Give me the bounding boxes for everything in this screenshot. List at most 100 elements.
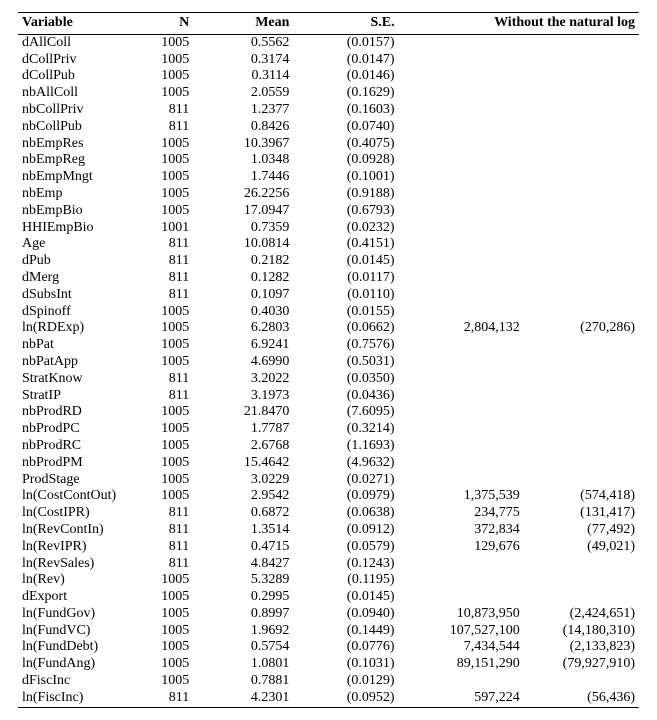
cell-n: 1005 (133, 421, 193, 438)
cell-variable: nbEmpBio (18, 203, 133, 220)
table-row: dAllColl10050.5562(0.0157) (18, 34, 639, 51)
table-row: nbEmp100526.2256(0.9188) (18, 186, 639, 203)
cell-variable: dSpinoff (18, 304, 133, 321)
cell-n: 1005 (133, 203, 193, 220)
cell-n: 1005 (133, 337, 193, 354)
cell-mean: 1.0348 (193, 152, 293, 169)
cell-se: (0.3214) (293, 421, 398, 438)
cell-without-se (524, 556, 639, 573)
cell-variable: dMerg (18, 270, 133, 287)
cell-without-se (524, 304, 639, 321)
cell-se: (0.5031) (293, 354, 398, 371)
cell-without-value (399, 169, 524, 186)
cell-n: 811 (133, 102, 193, 119)
cell-se: (0.6793) (293, 203, 398, 220)
cell-variable: nbAllColl (18, 85, 133, 102)
cell-n: 1005 (133, 404, 193, 421)
cell-without-value: 7,434,544 (399, 639, 524, 656)
cell-n: 1005 (133, 438, 193, 455)
cell-variable: nbCollPriv (18, 102, 133, 119)
cell-n: 811 (133, 253, 193, 270)
table-row: ln(FundAng)10051.0801(0.1031)89,151,290(… (18, 656, 639, 673)
cell-n: 1005 (133, 589, 193, 606)
cell-mean: 6.9241 (193, 337, 293, 354)
cell-mean: 0.7881 (193, 673, 293, 690)
cell-without-value (399, 388, 524, 405)
cell-without-value (399, 304, 524, 321)
cell-n: 1005 (133, 606, 193, 623)
cell-without-se (524, 119, 639, 136)
cell-variable: ln(RDExp) (18, 320, 133, 337)
cell-without-se (524, 472, 639, 489)
cell-mean: 3.0229 (193, 472, 293, 489)
table-row: ln(RDExp)10056.2803(0.0662)2,804,132(270… (18, 320, 639, 337)
cell-n: 1005 (133, 472, 193, 489)
cell-without-value: 107,527,100 (399, 623, 524, 640)
cell-se: (0.0912) (293, 522, 398, 539)
cell-mean: 0.8426 (193, 119, 293, 136)
cell-without-se (524, 34, 639, 51)
cell-mean: 0.2995 (193, 589, 293, 606)
cell-se: (0.0952) (293, 690, 398, 707)
cell-se: (0.0110) (293, 287, 398, 304)
cell-mean: 2.6768 (193, 438, 293, 455)
cell-variable: dCollPriv (18, 52, 133, 69)
cell-n: 811 (133, 287, 193, 304)
cell-without-value: 129,676 (399, 539, 524, 556)
cell-mean: 17.0947 (193, 203, 293, 220)
cell-without-se: (270,286) (524, 320, 639, 337)
cell-mean: 0.7359 (193, 220, 293, 237)
cell-n: 1005 (133, 639, 193, 656)
cell-without-value (399, 34, 524, 51)
cell-mean: 1.3514 (193, 522, 293, 539)
cell-variable: ln(FundDebt) (18, 639, 133, 656)
table-row: nbCollPriv8111.2377(0.1603) (18, 102, 639, 119)
cell-variable: ln(RevIPR) (18, 539, 133, 556)
cell-mean: 1.2377 (193, 102, 293, 119)
cell-variable: dAllColl (18, 34, 133, 51)
cell-n: 1005 (133, 186, 193, 203)
cell-without-value (399, 404, 524, 421)
cell-n: 811 (133, 522, 193, 539)
table-row: nbEmpBio100517.0947(0.6793) (18, 203, 639, 220)
cell-without-value (399, 455, 524, 472)
cell-without-se: (56,436) (524, 690, 639, 707)
cell-without-value (399, 136, 524, 153)
cell-variable: ProdStage (18, 472, 133, 489)
cell-without-value (399, 556, 524, 573)
table-row: nbProdPC10051.7787(0.3214) (18, 421, 639, 438)
cell-se: (4.9632) (293, 455, 398, 472)
cell-mean: 5.3289 (193, 572, 293, 589)
cell-mean: 0.5754 (193, 639, 293, 656)
cell-se: (0.0271) (293, 472, 398, 489)
cell-variable: dExport (18, 589, 133, 606)
cell-without-value (399, 337, 524, 354)
cell-se: (1.1693) (293, 438, 398, 455)
cell-se: (0.1449) (293, 623, 398, 640)
cell-without-value: 597,224 (399, 690, 524, 707)
table-row: StratKnow8113.2022(0.0350) (18, 371, 639, 388)
cell-without-se (524, 102, 639, 119)
cell-variable: StratIP (18, 388, 133, 405)
cell-without-se (524, 371, 639, 388)
cell-n: 1005 (133, 656, 193, 673)
cell-variable: dSubsInt (18, 287, 133, 304)
cell-se: (0.0979) (293, 488, 398, 505)
cell-variable: nbPatApp (18, 354, 133, 371)
cell-n: 1005 (133, 623, 193, 640)
cell-n: 811 (133, 119, 193, 136)
cell-n: 1005 (133, 85, 193, 102)
table-row: ln(CostIPR)8110.6872(0.0638)234,775(131,… (18, 505, 639, 522)
cell-without-se (524, 236, 639, 253)
cell-mean: 0.4715 (193, 539, 293, 556)
cell-variable: ln(FundAng) (18, 656, 133, 673)
cell-n: 1005 (133, 354, 193, 371)
table-row: ln(RevSales)8114.8427(0.1243) (18, 556, 639, 573)
cell-mean: 4.6990 (193, 354, 293, 371)
table-row: ln(Rev)10055.3289(0.1195) (18, 572, 639, 589)
cell-without-value (399, 220, 524, 237)
cell-without-se: (131,417) (524, 505, 639, 522)
cell-variable: nbEmpRes (18, 136, 133, 153)
cell-without-se (524, 52, 639, 69)
cell-without-se (524, 68, 639, 85)
